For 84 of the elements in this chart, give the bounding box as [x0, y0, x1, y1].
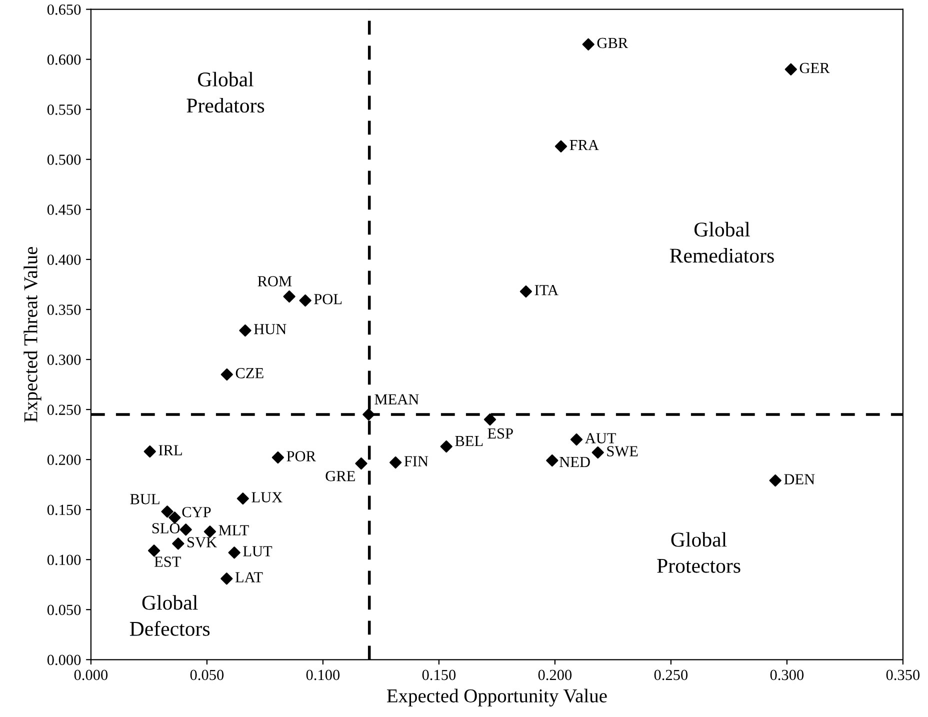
annotation: SLO — [152, 523, 180, 534]
y-tick-label: 0.350 — [47, 304, 81, 315]
y-tick-label: 0.200 — [47, 454, 81, 466]
annotation: LUX — [252, 492, 282, 502]
y-tick-label: 0.000 — [47, 654, 81, 666]
annotation: LAT — [235, 572, 263, 582]
x-tick-label: 0.000 — [74, 670, 108, 680]
point — [220, 572, 233, 585]
annotation: MLT — [218, 525, 249, 536]
x-axis-title: Expected Opportunity Value — [386, 688, 607, 706]
point — [168, 511, 181, 524]
annotation: HUN — [254, 324, 286, 334]
point — [239, 324, 252, 337]
annotation: ITA — [534, 285, 558, 296]
annotation: AUT — [585, 433, 616, 444]
x-tick-label: 0.300 — [770, 670, 804, 680]
annotation: GBR — [597, 38, 628, 48]
point — [272, 451, 284, 464]
annotation: POR — [286, 451, 316, 462]
annotation: NED — [560, 456, 590, 468]
annotation: ESP — [488, 428, 513, 439]
annotation: FRA — [570, 140, 599, 150]
x-tick-label: 0.250 — [654, 670, 688, 680]
annotation: ROM — [258, 276, 292, 286]
annotation: GER — [800, 62, 830, 74]
annotation: BUL — [130, 494, 160, 504]
y-tick-label: 0.500 — [47, 154, 81, 165]
point — [144, 445, 156, 458]
annotation: POL — [314, 294, 342, 304]
point — [283, 290, 296, 303]
annotation: Global Defectors — [130, 595, 210, 636]
y-tick-label: 0.450 — [47, 204, 81, 215]
y-tick-label: 0.250 — [47, 404, 81, 416]
annotation: FIN — [404, 456, 428, 466]
y-tick-label: 0.600 — [47, 54, 81, 65]
y-tick-label: 0.100 — [47, 554, 81, 566]
x-tick-label: 0.050 — [190, 670, 224, 680]
point — [484, 413, 496, 426]
point — [554, 140, 568, 152]
annotation: Global Predators — [186, 72, 264, 113]
x-tick-label: 0.350 — [886, 670, 920, 680]
y-tick-label: 0.550 — [47, 104, 81, 115]
annotation: SWE — [607, 446, 638, 456]
annotation: CZE — [236, 368, 264, 378]
point — [389, 456, 402, 469]
annotation: GRE — [326, 470, 355, 482]
point — [440, 440, 452, 453]
point — [362, 408, 375, 421]
point — [582, 38, 594, 50]
annotation: CYP — [182, 506, 211, 518]
point — [784, 63, 797, 76]
point — [172, 538, 184, 550]
y-tick-label: 0.150 — [47, 504, 81, 516]
annotation: IRL — [158, 445, 182, 456]
point — [236, 492, 249, 505]
point — [570, 433, 583, 446]
point — [220, 368, 233, 381]
point — [520, 285, 532, 298]
point — [592, 446, 604, 459]
y-tick-label: 0.300 — [47, 354, 81, 366]
point — [228, 546, 240, 559]
point — [148, 544, 160, 557]
y-tick-label: 0.050 — [47, 604, 81, 616]
point — [180, 524, 192, 536]
annotation: LUT — [243, 546, 272, 556]
annotation: Global Remediators — [670, 222, 774, 263]
point — [161, 505, 174, 518]
point — [204, 526, 216, 538]
x-tick-label: 0.100 — [306, 670, 340, 680]
y-tick-label: 0.650 — [47, 4, 81, 15]
annotation: Global Protectors — [657, 532, 740, 573]
annotation: MEAN — [374, 394, 419, 404]
annotation: BEL — [455, 436, 483, 446]
y-tick-label: 0.400 — [47, 254, 81, 265]
point — [355, 457, 368, 470]
annotation: EST — [154, 556, 181, 567]
point — [299, 294, 312, 307]
point — [546, 454, 558, 467]
y-axis-title: Expected Threat Value — [24, 246, 42, 422]
x-tick-label: 0.150 — [422, 670, 456, 680]
x-tick-label: 0.200 — [538, 670, 572, 680]
annotation: DEN — [784, 474, 815, 484]
annotation: SVK — [188, 537, 217, 548]
point — [769, 474, 782, 487]
